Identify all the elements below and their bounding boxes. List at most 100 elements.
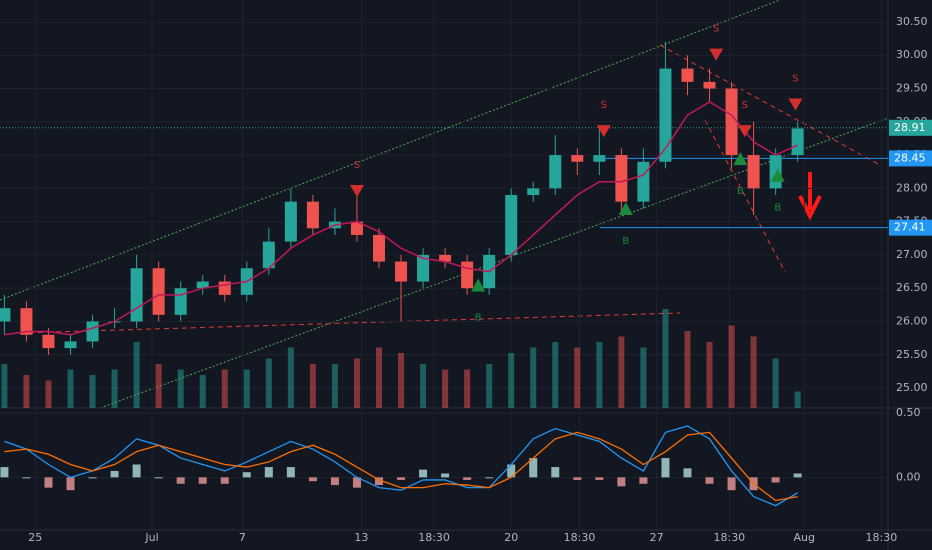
histogram-bar <box>154 477 163 479</box>
y-tick-label: 26.00 <box>896 314 928 327</box>
signal-label: B <box>475 313 482 324</box>
histogram-bar <box>705 477 714 484</box>
signal-line <box>4 431 798 502</box>
signal-label: S <box>713 24 719 35</box>
signal-marker <box>737 125 752 138</box>
x-tick-label: Jul <box>144 531 158 544</box>
candle-body <box>571 155 584 162</box>
histogram-bar <box>44 477 53 488</box>
price-badge <box>889 219 932 236</box>
resistance-line <box>659 44 881 166</box>
price-badge <box>889 150 932 167</box>
candle-body <box>769 155 782 189</box>
volume-bar <box>398 353 405 408</box>
candle-body <box>42 334 55 349</box>
volume-bar <box>640 347 647 408</box>
candle-body <box>306 201 319 229</box>
volume-bar <box>177 369 184 408</box>
y-tick-label: 25.50 <box>896 348 928 361</box>
volume-bar <box>133 342 140 408</box>
candle-body <box>461 261 474 289</box>
histogram-bar <box>573 477 582 480</box>
y-tick-label: 29.50 <box>896 82 928 95</box>
y-tick-label: 25.00 <box>896 381 928 394</box>
price-badge-label: 28.45 <box>894 151 926 164</box>
histogram-bar <box>661 458 670 478</box>
x-tick-label: 27 <box>650 531 664 544</box>
volume-bar <box>199 375 206 408</box>
volume-bar <box>23 375 30 408</box>
y-tick-label: 26.50 <box>896 281 928 294</box>
volume-bar <box>420 364 427 408</box>
volume-bar <box>309 364 316 408</box>
x-tick-label: Aug <box>794 531 815 544</box>
support-line <box>19 312 681 334</box>
histogram-bar <box>397 477 406 480</box>
volume-bar <box>750 336 757 408</box>
candle-body <box>417 254 430 282</box>
trend-line <box>704 119 786 273</box>
volume-bar <box>706 342 713 408</box>
price-badge-label: 28.91 <box>894 121 926 134</box>
y-tick-label: 0.50 <box>896 406 921 419</box>
histogram-bar <box>264 467 273 478</box>
candle-body <box>284 201 297 242</box>
x-tick-label: 7 <box>239 531 246 544</box>
down-arrow <box>798 172 822 221</box>
signal-marker <box>596 125 611 138</box>
volume-bar <box>67 369 74 408</box>
candle-body <box>439 254 452 262</box>
volume-bar <box>243 369 250 408</box>
volume-bar <box>662 309 669 408</box>
candle-body <box>130 268 143 322</box>
histogram-bar <box>441 473 450 478</box>
x-tick-label: 18:30 <box>564 531 596 544</box>
signal-marker <box>733 152 748 166</box>
candle-body <box>174 288 187 315</box>
signal-label: B <box>774 203 781 214</box>
candle-body <box>527 188 540 196</box>
volume-bar <box>45 380 52 408</box>
y-tick-label: 0.00 <box>896 470 921 483</box>
y-tick-label: 30.00 <box>896 48 928 61</box>
price-badge-label: 27.41 <box>894 221 926 234</box>
histogram-bar <box>419 469 428 478</box>
histogram-bar <box>220 477 229 484</box>
candle-body <box>505 195 518 255</box>
signal-marker <box>709 48 724 61</box>
signal-label: S <box>742 100 748 111</box>
signal-marker <box>618 201 633 215</box>
candle-body <box>395 261 408 282</box>
volume-bar <box>530 347 537 408</box>
volume-bar <box>1 364 8 408</box>
histogram-bar <box>22 477 31 479</box>
volume-bar <box>464 369 471 408</box>
signal-label: S <box>601 100 607 111</box>
volume-bar <box>287 347 294 408</box>
volume-bar <box>728 325 735 408</box>
channel-upper <box>0 0 781 301</box>
volume-bar <box>794 391 801 408</box>
histogram-bar <box>551 467 560 478</box>
volume-bar <box>331 364 338 408</box>
histogram-bar <box>132 464 141 478</box>
candle-body <box>637 161 650 202</box>
signal-label: B <box>622 236 629 247</box>
y-tick-label: 27.00 <box>896 248 928 261</box>
signal-marker <box>770 168 785 182</box>
candle-body <box>86 321 99 342</box>
volume-bar <box>574 347 581 408</box>
histogram-bar <box>617 477 626 487</box>
histogram-bar <box>463 477 472 480</box>
histogram-bar <box>793 473 802 478</box>
candle-body <box>791 128 804 156</box>
volume-bar <box>111 369 118 408</box>
y-tick-label: 28.00 <box>896 181 928 194</box>
candle-body <box>0 308 11 322</box>
histogram-bar <box>308 477 317 482</box>
volume-bar <box>772 358 779 408</box>
candle-body <box>350 221 363 235</box>
histogram-bar <box>242 472 251 478</box>
candle-body <box>196 281 209 289</box>
x-tick-label: 20 <box>504 531 518 544</box>
